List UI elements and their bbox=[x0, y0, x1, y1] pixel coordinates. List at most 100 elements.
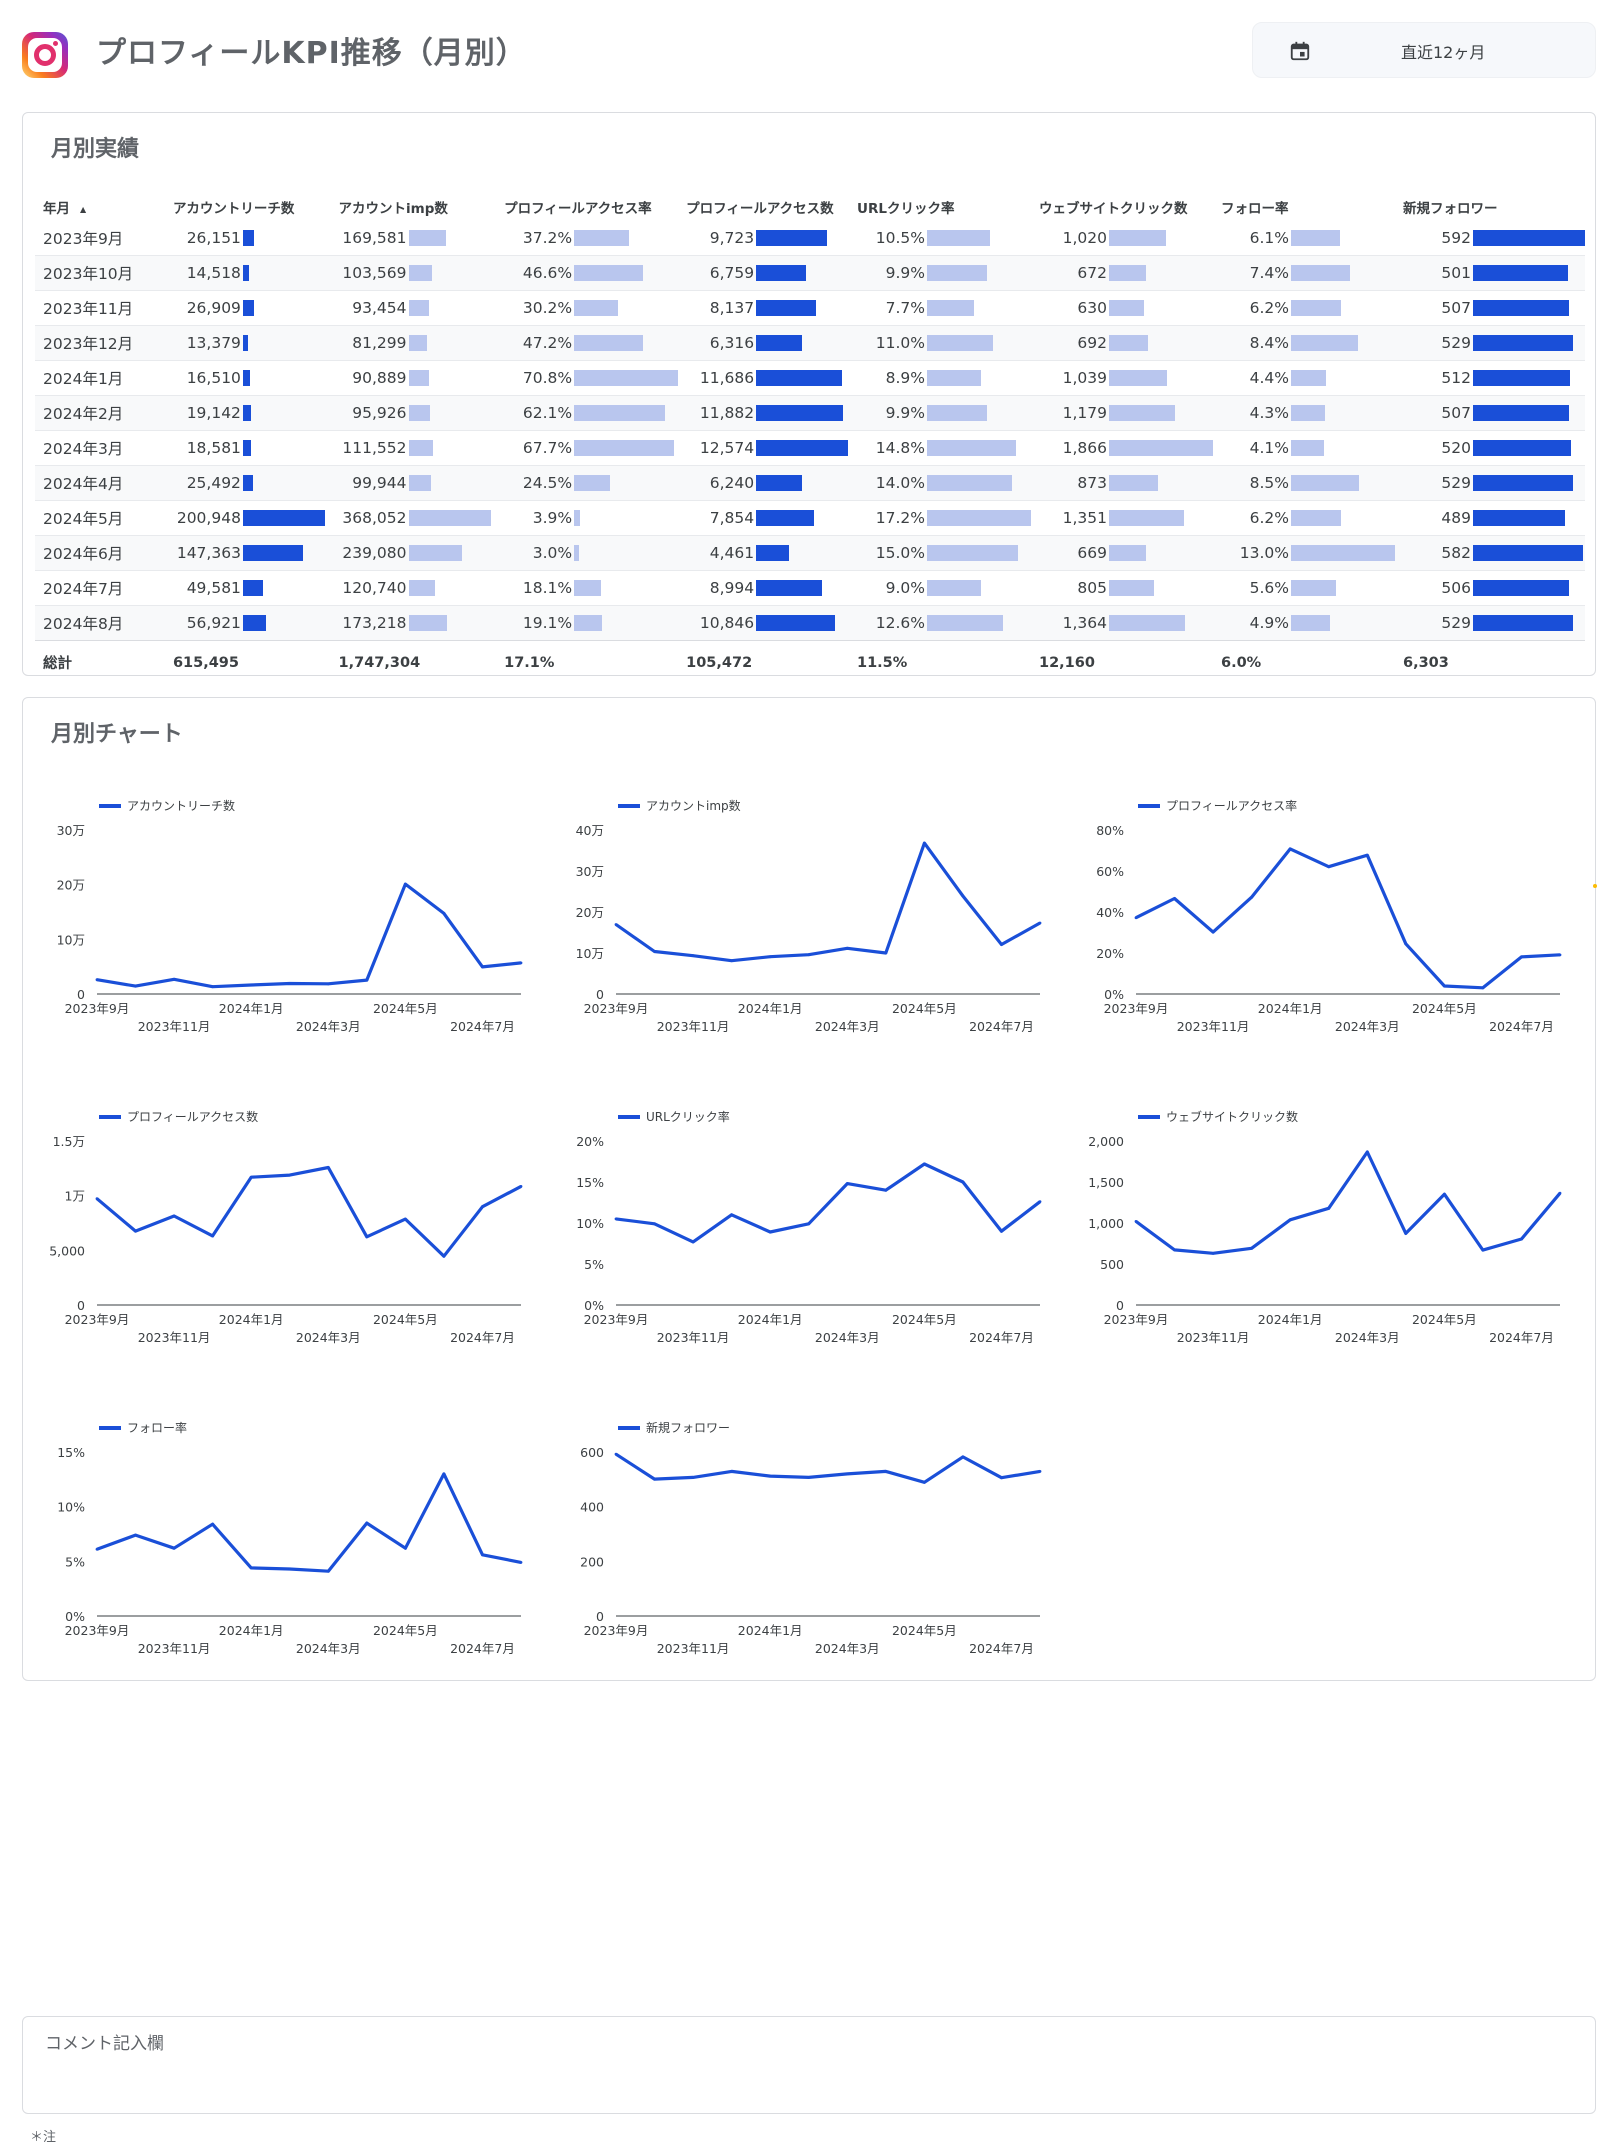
data-point bbox=[481, 965, 484, 969]
access_rate-value: 18.1% bbox=[522, 579, 573, 597]
data-point bbox=[730, 1213, 734, 1217]
new_followers-cell: 529 bbox=[1395, 326, 1585, 361]
column-header-month[interactable]: 年月 ▲ bbox=[43, 201, 87, 217]
access_rate-value: 19.1% bbox=[522, 614, 573, 632]
follow_rate-bar bbox=[1290, 230, 1340, 246]
x-tick-label: 2024年3月 bbox=[1335, 1019, 1400, 1034]
reach-value: 49,581 bbox=[186, 579, 241, 597]
imp-value: 103,569 bbox=[342, 264, 407, 282]
x-tick-label: 2024年3月 bbox=[296, 1641, 361, 1656]
chart-svg: ウェブサイトクリック数 0 500 1,000 1,500 2,000 2023年9月 202… bbox=[1088, 1109, 1562, 1345]
line-chart: アカウントimp数 0 10万 20万 30万 40万 2023年9月 2024年1月 2024… bbox=[542, 792, 1062, 1092]
column-header[interactable]: ウェブサイトクリック数 bbox=[1038, 201, 1188, 217]
access_rate-cell: 67.7% bbox=[496, 431, 678, 466]
data-point bbox=[1481, 1248, 1485, 1252]
column-header[interactable]: URLクリック率 bbox=[856, 201, 955, 217]
imp-value: 111,552 bbox=[342, 439, 407, 457]
access_rate-cell: 46.6% bbox=[496, 256, 678, 291]
access-cell: 6,316 bbox=[678, 326, 849, 361]
data-point bbox=[519, 1185, 523, 1188]
y-tick-label: 15% bbox=[576, 1175, 604, 1190]
data-point bbox=[1211, 1251, 1215, 1255]
x-tick-label: 2024年5月 bbox=[1412, 1312, 1477, 1327]
y-tick-label: 0 bbox=[1116, 1298, 1124, 1313]
access_rate-bar bbox=[574, 265, 643, 281]
access_rate-value: 37.2% bbox=[522, 229, 573, 247]
data-point bbox=[614, 1217, 618, 1221]
y-tick-label: 60% bbox=[1096, 864, 1124, 879]
imp-value: 239,080 bbox=[342, 544, 407, 562]
web-value: 805 bbox=[1077, 579, 1107, 597]
date-range-filter[interactable]: 直近12ヶ月 bbox=[1252, 22, 1596, 78]
reach-value: 14,518 bbox=[186, 264, 241, 282]
legend-label: アカウントリーチ数 bbox=[127, 798, 235, 813]
x-tick-label: 2023年11月 bbox=[1177, 1330, 1250, 1345]
column-header[interactable]: フォロー率 bbox=[1220, 201, 1289, 217]
access_rate-bar bbox=[574, 300, 619, 316]
data-point bbox=[519, 961, 523, 965]
data-point bbox=[807, 953, 811, 957]
web-bar bbox=[1108, 335, 1148, 351]
web-value: 1,351 bbox=[1062, 509, 1107, 527]
y-tick-label: 500 bbox=[1100, 1257, 1124, 1272]
web-value: 692 bbox=[1077, 334, 1107, 352]
data-point bbox=[1481, 986, 1485, 990]
web-cell: 672 bbox=[1031, 256, 1213, 291]
web-cell: 1,351 bbox=[1031, 501, 1213, 536]
access_rate-cell: 47.2% bbox=[496, 326, 678, 361]
imp-bar bbox=[408, 510, 491, 526]
reach-cell: 200,948 bbox=[165, 501, 331, 536]
data-point bbox=[961, 1455, 965, 1459]
data-point bbox=[1365, 853, 1369, 857]
x-tick-label: 2024年5月 bbox=[1412, 1001, 1477, 1016]
column-header[interactable]: 新規フォロワー bbox=[1402, 201, 1498, 217]
url_rate-value: 9.9% bbox=[885, 264, 925, 282]
data-point bbox=[1173, 1248, 1176, 1252]
new_followers-value: 529 bbox=[1441, 474, 1471, 492]
follow_rate-cell: 13.0% bbox=[1213, 536, 1395, 571]
column-header[interactable]: プロフィールアクセス率 bbox=[504, 201, 652, 217]
x-tick-label: 2024年5月 bbox=[373, 1623, 438, 1638]
new_followers-value: 506 bbox=[1441, 579, 1471, 597]
column-header[interactable]: アカウントimp数 bbox=[338, 201, 448, 217]
x-tick-label: 2023年9月 bbox=[1104, 1312, 1169, 1327]
data-point bbox=[211, 1234, 215, 1238]
data-point bbox=[249, 1175, 253, 1179]
x-tick-label: 2023年9月 bbox=[65, 1623, 130, 1638]
month-cell: 2023年10月 bbox=[43, 265, 134, 283]
monthly-results-table: 年月 ▲ アカウントリーチ数 アカウントimp数 プロフィールアクセス率 プロフィールアク… bbox=[35, 193, 1585, 685]
y-tick-label: 20万 bbox=[57, 878, 85, 893]
imp-cell: 99,944 bbox=[331, 466, 497, 501]
web-cell: 1,020 bbox=[1031, 221, 1213, 256]
access_rate-cell: 37.2% bbox=[496, 221, 678, 256]
y-tick-label: 0% bbox=[1104, 987, 1124, 1002]
data-point bbox=[211, 1522, 215, 1526]
reach-value: 26,151 bbox=[186, 229, 241, 247]
comment-box[interactable]: コメント記入欄 bbox=[22, 2016, 1596, 2114]
access-bar bbox=[756, 370, 842, 386]
access-total: 105,472 bbox=[678, 640, 849, 685]
data-point bbox=[884, 1188, 888, 1192]
x-tick-label: 2024年3月 bbox=[815, 1330, 880, 1345]
column-header[interactable]: プロフィールアクセス数 bbox=[686, 201, 834, 217]
follow_rate-value: 4.1% bbox=[1249, 439, 1289, 457]
data-point bbox=[1000, 943, 1003, 946]
follow_rate-value: 13.0% bbox=[1239, 544, 1289, 562]
follow_rate-cell: 4.3% bbox=[1213, 396, 1395, 431]
web-cell: 873 bbox=[1031, 466, 1213, 501]
access-cell: 8,994 bbox=[678, 571, 849, 606]
access-bar bbox=[756, 510, 814, 526]
reach-bar bbox=[242, 580, 264, 596]
line-chart: 新規フォロワー 0 200 400 600 2023年9月 2024年1月 2024年5月 20… bbox=[542, 1414, 1062, 1714]
follow_rate-bar bbox=[1290, 300, 1341, 316]
follow_rate-cell: 4.1% bbox=[1213, 431, 1395, 466]
data-point bbox=[653, 1477, 656, 1481]
web-cell: 1,039 bbox=[1031, 361, 1213, 396]
month-cell: 2023年9月 bbox=[43, 230, 124, 248]
x-tick-label: 2024年7月 bbox=[969, 1641, 1034, 1656]
follow_rate-value: 5.6% bbox=[1249, 579, 1289, 597]
new_followers-bar bbox=[1472, 335, 1574, 351]
data-point bbox=[1038, 1470, 1042, 1473]
column-header[interactable]: アカウントリーチ数 bbox=[172, 201, 295, 217]
access_rate-bar bbox=[574, 370, 679, 386]
